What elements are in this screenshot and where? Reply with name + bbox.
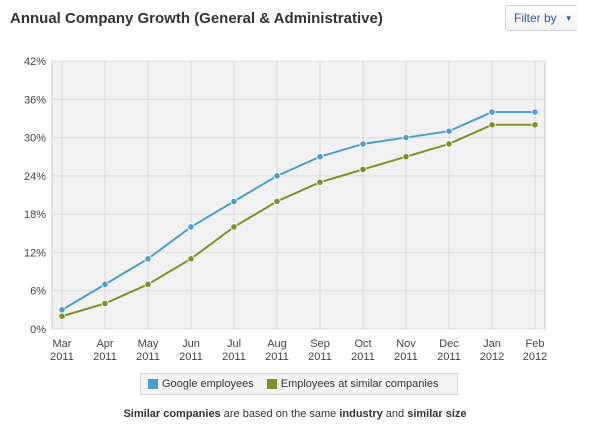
x-tick-label-year: 2011 — [437, 351, 461, 363]
data-point-similar — [230, 223, 238, 231]
x-tick-label-year: 2011 — [351, 351, 375, 363]
legend-label-google: Google employees — [162, 378, 254, 390]
y-tick-label: 24% — [24, 171, 46, 183]
x-tick-label-month: Dec — [439, 338, 459, 350]
x-tick-label-month: Feb — [526, 338, 545, 350]
x-tick-label-month: Oct — [354, 338, 371, 350]
filter-by-label: Filter by — [514, 11, 557, 25]
data-point-google — [316, 153, 324, 161]
legend-label-similar: Employees at similar companies — [280, 378, 439, 390]
legend-swatch-google — [148, 379, 158, 389]
data-point-google — [445, 127, 453, 135]
data-point-similar — [58, 312, 66, 320]
x-tick-label-year: 2011 — [265, 351, 289, 363]
series-line-google — [61, 111, 535, 311]
y-tick-label: 18% — [24, 209, 46, 221]
x-tick-label-year: 2012 — [480, 351, 504, 363]
legend-item-google[interactable]: Google employees — [148, 378, 254, 390]
x-tick-label-year: 2012 — [523, 351, 547, 363]
data-point-google — [230, 197, 238, 205]
x-tick-label-month: Sep — [310, 338, 330, 350]
x-tick-label-year: 2011 — [394, 351, 418, 363]
y-tick-label: 12% — [24, 247, 46, 259]
x-tick-label-year: 2011 — [50, 351, 74, 363]
x-tick-label-month: Jul — [227, 338, 241, 350]
y-tick-label: 6% — [30, 286, 46, 298]
data-point-similar — [359, 165, 367, 174]
footnote: Similar companies are based on the same … — [0, 408, 590, 420]
y-tick-label: 36% — [24, 94, 46, 106]
data-point-similar — [488, 121, 496, 129]
data-point-similar — [531, 121, 539, 129]
y-tick-label: 0% — [30, 324, 46, 336]
data-point-google — [58, 306, 66, 314]
line-chart: 0%6%12%18%24%30%36%42%Mar2011Apr2011May2… — [24, 56, 547, 363]
data-point-similar — [101, 299, 109, 308]
data-point-google — [273, 172, 281, 180]
data-point-similar — [402, 153, 410, 161]
data-point-similar — [187, 255, 195, 263]
x-tick-label-month: May — [138, 338, 159, 350]
filter-by-button[interactable]: Filter by ▼ — [505, 5, 577, 31]
x-tick-label-month: Jun — [182, 338, 200, 350]
chart-legend: Google employees Employees at similar co… — [140, 373, 458, 395]
x-tick-label-month: Aug — [267, 338, 287, 350]
x-tick-label-month: Jan — [483, 338, 501, 350]
data-point-google — [488, 108, 496, 116]
x-tick-label-year: 2011 — [308, 351, 332, 363]
data-point-similar — [273, 197, 281, 205]
x-tick-label-month: Mar — [53, 338, 72, 350]
footnote-bold-2: industry — [339, 408, 383, 420]
data-point-similar — [144, 280, 152, 288]
chart-title: Annual Company Growth (General & Adminis… — [10, 10, 383, 27]
data-point-google — [187, 223, 195, 231]
data-point-google — [101, 280, 109, 288]
x-tick-label-month: Nov — [396, 338, 416, 350]
footnote-text-2: and — [382, 408, 408, 420]
chevron-down-icon: ▼ — [564, 13, 573, 23]
footnote-bold-1: Similar companies — [123, 408, 221, 420]
x-tick-label-year: 2011 — [222, 351, 246, 363]
data-point-similar — [316, 178, 324, 186]
footnote-text-1: are based on the same — [220, 408, 340, 420]
data-point-google — [144, 255, 152, 263]
series-line-similar — [61, 123, 535, 318]
data-point-google — [359, 140, 367, 148]
y-tick-label: 30% — [24, 133, 46, 145]
legend-item-similar[interactable]: Employees at similar companies — [266, 378, 439, 390]
footnote-bold-3: similar size — [407, 408, 467, 420]
x-tick-label-month: Apr — [96, 338, 113, 350]
plot-area — [51, 60, 546, 330]
data-point-google — [531, 108, 539, 116]
x-tick-label-year: 2011 — [136, 351, 160, 363]
data-point-similar — [445, 140, 453, 148]
legend-swatch-similar — [266, 379, 277, 389]
data-point-google — [402, 133, 410, 142]
x-tick-label-year: 2011 — [93, 351, 117, 363]
x-tick-label-year: 2011 — [179, 351, 203, 363]
y-tick-label: 42% — [24, 56, 46, 68]
